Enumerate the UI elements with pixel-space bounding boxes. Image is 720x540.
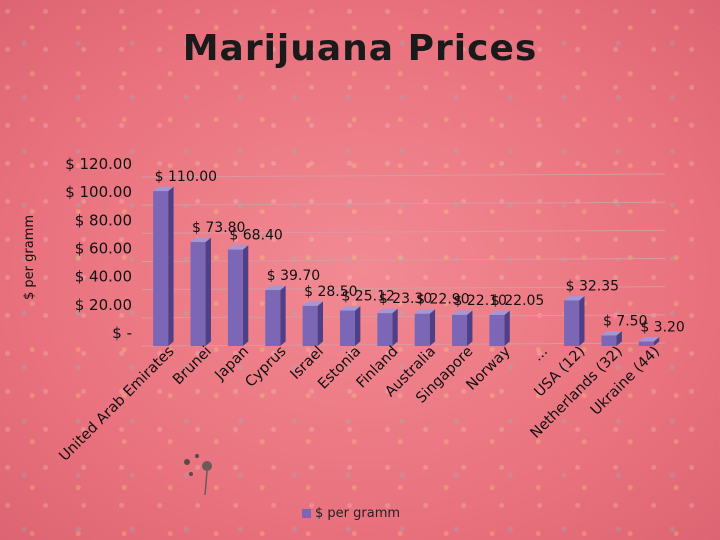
bar-top [265,285,286,291]
x-tick-label: Brunei [170,344,215,389]
bar [227,245,249,346]
bar-side [653,336,660,346]
x-tick-label: United Arab Emirates [56,344,177,465]
chart-title: Marijuana Prices [182,28,538,69]
bar-side [504,310,510,346]
bar-side [579,295,585,346]
bar-front [601,335,617,346]
data-label: $ 22.90 [416,292,469,308]
bar [638,336,660,346]
y-tick-label: $ 20.00 [75,296,132,314]
x-tick-label: ... [530,344,551,365]
bar-front [452,314,468,346]
bar-front [153,191,169,346]
grid-lines [141,173,666,347]
bar-side [317,301,324,346]
gridline [141,342,666,347]
bar [601,330,622,346]
bar-front [190,242,206,346]
bar-side [429,309,436,346]
data-label: $ 32.35 [566,278,619,294]
bar-top [339,306,361,311]
bar-top [489,310,510,315]
y-tick-label: $ 80.00 [75,211,132,229]
data-label: $ 22.10 [454,293,507,309]
bar-top [414,309,436,314]
bar-top [153,186,174,192]
data-labels: $ 110.00 $ 73.80$ 68.40 $ 39.70$ 28.50$ 25… [155,169,685,335]
bar-front [414,313,430,346]
bar-top [452,310,473,315]
gridline [141,201,666,206]
bar-front [489,314,505,346]
bar [452,310,473,346]
data-label: $ 25.12 [341,289,394,305]
bar-front [339,310,355,346]
bar-front [302,305,318,346]
bar [414,309,436,346]
y-tick-label: $ - [112,324,132,342]
bar-side [616,330,622,346]
data-label: $ 28.50 [304,284,357,300]
bar-front [564,300,580,346]
bar-side [467,310,473,346]
x-tick-labels: United Arab EmiratesBruneiJapanCyprusIsr… [56,343,663,464]
bar [190,237,211,346]
bar-top [377,308,398,314]
gridline [141,258,666,262]
x-tick-label: Cyprus [242,344,289,391]
chart-legend: $ per gramm [302,506,400,521]
bars [153,186,660,346]
bar-top [190,237,211,243]
data-label: $ 110.00 [155,169,217,185]
legend-swatch [302,509,311,518]
data-label: $ 39.70 [267,268,320,284]
bar-front [638,341,654,346]
bar [153,186,174,346]
y-tick-label: $ 60.00 [75,240,132,258]
bar-top [638,336,660,342]
bar-side [205,237,211,346]
bar [489,310,510,346]
y-tick-label: $ 40.00 [75,268,132,286]
bar-top [601,330,622,336]
bar [265,285,286,346]
bar-front [265,290,281,346]
data-label: $ 68.40 [229,228,282,244]
bar [302,301,324,346]
bar [564,295,585,346]
bar-side [242,245,249,346]
bar-top [227,245,249,250]
bar-side [354,306,361,346]
y-tick-label: $ 100.00 [65,183,132,201]
data-label: $ 23.30 [379,291,432,307]
bar-side [168,186,174,346]
bar-front [227,249,243,346]
data-label: $ 7.50 [603,313,648,329]
bar-top [302,301,324,306]
gridline [141,314,666,319]
bar [377,308,398,346]
gridline [141,229,666,234]
data-label: $ 22.05 [491,293,544,309]
legend-label: $ per gramm [315,506,401,521]
bar-front [377,313,393,346]
data-label: $ 73.80 [192,220,245,236]
bar-side [392,308,398,346]
bar-top [564,295,585,301]
data-label: $ 3.20 [640,319,685,335]
bar [339,306,361,346]
y-tick-labels: $ - $ 20.00 $ 40.00 $ 60.00 $ 80.00 $ 100.00 $… [65,155,132,342]
y-tick-label: $ 120.00 [65,155,132,173]
gridline [141,173,666,178]
dandelion-decoration [184,454,212,496]
bar-side [280,285,286,346]
